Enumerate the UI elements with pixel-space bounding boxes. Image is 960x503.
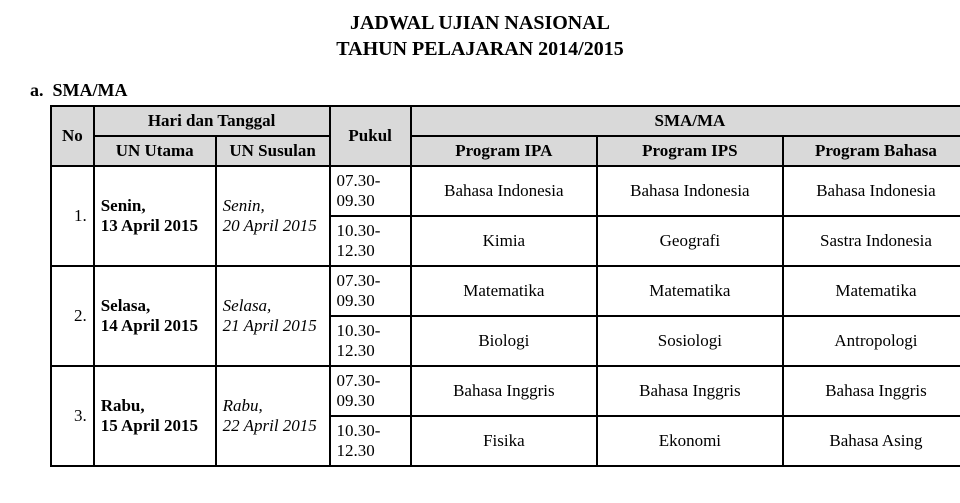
un-susulan-cell: Rabu,22 April 2015	[216, 366, 330, 466]
un-utama-cell: Selasa,14 April 2015	[94, 266, 216, 366]
subject-cell: Sosiologi	[597, 316, 783, 366]
subject-cell: Bahasa Inggris	[783, 366, 960, 416]
subject-cell: Matematika	[597, 266, 783, 316]
header-program-bahasa: Program Bahasa	[783, 136, 960, 166]
un-utama-cell: Rabu,15 April 2015	[94, 366, 216, 466]
subject-cell: Bahasa Indonesia	[411, 166, 597, 216]
time-cell: 10.30-12.30	[330, 416, 411, 466]
time-cell: 07.30-09.30	[330, 266, 411, 316]
subject-cell: Bahasa Indonesia	[597, 166, 783, 216]
header-hari-tanggal: Hari dan Tanggal	[94, 106, 330, 136]
table-header: No Hari dan Tanggal Pukul SMA/MA UN Utam…	[51, 106, 960, 166]
subject-cell: Bahasa Asing	[783, 416, 960, 466]
header-un-utama: UN Utama	[94, 136, 216, 166]
time-cell: 07.30-09.30	[330, 166, 411, 216]
title-line1: JADWAL UJIAN NASIONAL	[350, 12, 610, 34]
time-cell: 10.30-12.30	[330, 216, 411, 266]
subject-cell: Bahasa Inggris	[597, 366, 783, 416]
header-sma-ma: SMA/MA	[411, 106, 960, 136]
subject-cell: Bahasa Inggris	[411, 366, 597, 416]
subject-cell: Kimia	[411, 216, 597, 266]
no-cell: 1.	[51, 166, 94, 266]
no-cell: 3.	[51, 366, 94, 466]
subject-cell: Matematika	[411, 266, 597, 316]
table-row: 2.Selasa,14 April 2015Selasa,21 April 20…	[51, 266, 960, 316]
page-title: JADWAL UJIAN NASIONAL TAHUN PELAJARAN 20…	[20, 10, 940, 62]
subject-cell: Bahasa Indonesia	[783, 166, 960, 216]
subject-cell: Geografi	[597, 216, 783, 266]
header-program-ipa: Program IPA	[411, 136, 597, 166]
subject-cell: Antropologi	[783, 316, 960, 366]
un-susulan-cell: Senin,20 April 2015	[216, 166, 330, 266]
title-line2: TAHUN PELAJARAN 2014/2015	[336, 38, 623, 60]
subject-cell: Sastra Indonesia	[783, 216, 960, 266]
no-cell: 2.	[51, 266, 94, 366]
time-cell: 10.30-12.30	[330, 316, 411, 366]
schedule-table: No Hari dan Tanggal Pukul SMA/MA UN Utam…	[50, 105, 960, 467]
table-body: 1.Senin,13 April 2015Senin,20 April 2015…	[51, 166, 960, 466]
subject-cell: Matematika	[783, 266, 960, 316]
header-no: No	[51, 106, 94, 166]
header-un-susulan: UN Susulan	[216, 136, 330, 166]
un-susulan-cell: Selasa,21 April 2015	[216, 266, 330, 366]
section-label: a. SMA/MA	[30, 80, 940, 101]
subject-cell: Ekonomi	[597, 416, 783, 466]
table-row: 1.Senin,13 April 2015Senin,20 April 2015…	[51, 166, 960, 216]
table-row: 3.Rabu,15 April 2015Rabu,22 April 201507…	[51, 366, 960, 416]
time-cell: 07.30-09.30	[330, 366, 411, 416]
header-pukul: Pukul	[330, 106, 411, 166]
subject-cell: Biologi	[411, 316, 597, 366]
subject-cell: Fisika	[411, 416, 597, 466]
header-program-ips: Program IPS	[597, 136, 783, 166]
un-utama-cell: Senin,13 April 2015	[94, 166, 216, 266]
